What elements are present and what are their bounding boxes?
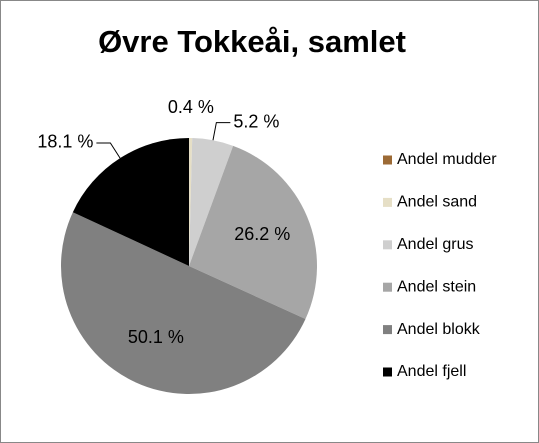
- data-label: 50.1 %: [128, 327, 184, 347]
- legend-label: Andel sand: [397, 194, 477, 211]
- leader-line: [96, 142, 121, 159]
- pie-slice: [189, 138, 234, 266]
- legend-swatch: [383, 325, 392, 335]
- pie-slice: [72, 138, 189, 266]
- data-label: 18.1 %: [37, 132, 93, 152]
- legend-label: Andel blokk: [397, 321, 481, 338]
- legend-swatch: [383, 282, 392, 292]
- pie-slice: [189, 138, 193, 266]
- data-label: 0.4 %: [168, 97, 214, 117]
- legend-swatch: [383, 197, 392, 207]
- legend-swatch: [383, 155, 392, 165]
- pie-slice: [189, 145, 317, 320]
- leader-line: [212, 122, 231, 141]
- data-label: 26.2 %: [234, 224, 290, 244]
- chart-title: Øvre Tokkeåi, samlet: [98, 24, 406, 59]
- legend-label: Andel mudder: [397, 151, 497, 168]
- data-label: 5.2 %: [233, 111, 279, 131]
- legend-swatch: [383, 367, 392, 377]
- legend-swatch: [383, 240, 392, 250]
- pie-slice: [60, 212, 306, 395]
- legend-label: Andel fjell: [397, 363, 466, 380]
- legend-label: Andel grus: [397, 236, 474, 253]
- legend-label: Andel stein: [397, 278, 476, 295]
